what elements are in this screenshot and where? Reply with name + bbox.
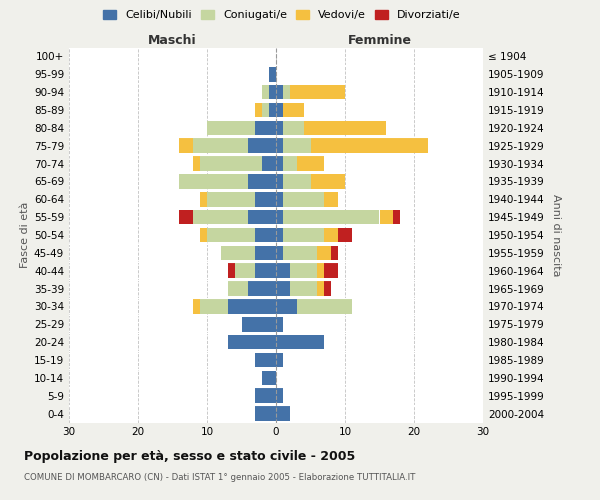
Bar <box>338 228 352 242</box>
Bar <box>317 264 324 278</box>
Bar <box>228 281 248 296</box>
Bar <box>256 406 276 421</box>
Bar <box>235 264 256 278</box>
Bar <box>256 120 276 135</box>
Bar <box>193 299 200 314</box>
Text: Femmine: Femmine <box>347 34 412 48</box>
Bar <box>276 228 283 242</box>
Bar <box>262 370 276 385</box>
Bar <box>256 264 276 278</box>
Bar <box>193 156 200 171</box>
Bar <box>276 388 283 403</box>
Bar <box>325 264 338 278</box>
Bar <box>276 156 283 171</box>
Bar <box>276 281 290 296</box>
Bar <box>276 138 283 153</box>
Text: Maschi: Maschi <box>148 34 197 48</box>
Bar <box>200 192 207 206</box>
Bar <box>276 335 325 349</box>
Bar <box>283 120 304 135</box>
Bar <box>269 102 276 118</box>
Y-axis label: Anni di nascita: Anni di nascita <box>551 194 561 276</box>
Bar <box>276 406 290 421</box>
Bar <box>304 120 386 135</box>
Bar <box>317 246 331 260</box>
Bar <box>290 85 345 100</box>
Bar <box>241 317 276 332</box>
Bar <box>256 246 276 260</box>
Legend: Celibi/Nubili, Coniugati/e, Vedovi/e, Divorziati/e: Celibi/Nubili, Coniugati/e, Vedovi/e, Di… <box>99 6 465 25</box>
Bar <box>256 192 276 206</box>
Bar <box>179 210 193 224</box>
Bar <box>290 281 317 296</box>
Bar <box>283 102 304 118</box>
Bar <box>248 281 276 296</box>
Bar <box>200 228 207 242</box>
Bar <box>311 138 428 153</box>
Bar <box>248 174 276 188</box>
Bar <box>193 210 248 224</box>
Bar <box>256 352 276 368</box>
Bar <box>325 192 338 206</box>
Bar <box>394 210 400 224</box>
Bar <box>311 174 345 188</box>
Bar <box>228 264 235 278</box>
Bar <box>248 210 276 224</box>
Bar <box>256 102 262 118</box>
Text: Popolazione per età, sesso e stato civile - 2005: Popolazione per età, sesso e stato civil… <box>24 450 355 463</box>
Bar <box>262 85 269 100</box>
Bar <box>207 120 256 135</box>
Bar <box>262 156 276 171</box>
Bar <box>248 138 276 153</box>
Bar <box>256 388 276 403</box>
Bar <box>276 317 283 332</box>
Bar <box>296 156 324 171</box>
Bar <box>276 102 283 118</box>
Bar <box>269 85 276 100</box>
Bar <box>283 174 311 188</box>
Bar <box>179 138 193 153</box>
Bar <box>276 299 296 314</box>
Bar <box>276 85 283 100</box>
Bar <box>276 246 283 260</box>
Bar <box>283 228 324 242</box>
Y-axis label: Fasce di età: Fasce di età <box>20 202 30 268</box>
Bar <box>296 299 352 314</box>
Bar <box>276 174 283 188</box>
Bar <box>317 281 324 296</box>
Bar <box>262 102 269 118</box>
Bar <box>207 192 256 206</box>
Bar <box>325 228 338 242</box>
Bar <box>276 352 283 368</box>
Bar <box>283 85 290 100</box>
Text: COMUNE DI MOMBARCARO (CN) - Dati ISTAT 1° gennaio 2005 - Elaborazione TUTTITALIA: COMUNE DI MOMBARCARO (CN) - Dati ISTAT 1… <box>24 472 415 482</box>
Bar <box>380 210 394 224</box>
Bar <box>221 246 256 260</box>
Bar <box>276 120 283 135</box>
Bar <box>256 228 276 242</box>
Bar <box>283 156 296 171</box>
Bar <box>228 335 276 349</box>
Bar <box>331 246 338 260</box>
Bar <box>276 192 283 206</box>
Bar <box>325 281 331 296</box>
Bar <box>269 67 276 82</box>
Bar <box>207 228 256 242</box>
Bar <box>290 264 317 278</box>
Bar <box>276 210 283 224</box>
Bar <box>283 138 311 153</box>
Bar <box>200 156 262 171</box>
Bar <box>276 264 290 278</box>
Bar <box>283 246 317 260</box>
Bar <box>283 192 324 206</box>
Bar <box>200 299 228 314</box>
Bar <box>283 210 379 224</box>
Bar <box>228 299 276 314</box>
Bar <box>193 138 248 153</box>
Bar <box>179 174 248 188</box>
